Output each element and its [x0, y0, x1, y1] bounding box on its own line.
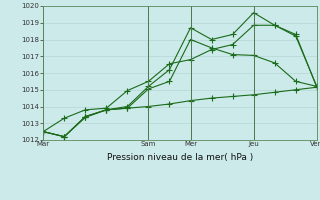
X-axis label: Pression niveau de la mer( hPa ): Pression niveau de la mer( hPa ) — [107, 153, 253, 162]
